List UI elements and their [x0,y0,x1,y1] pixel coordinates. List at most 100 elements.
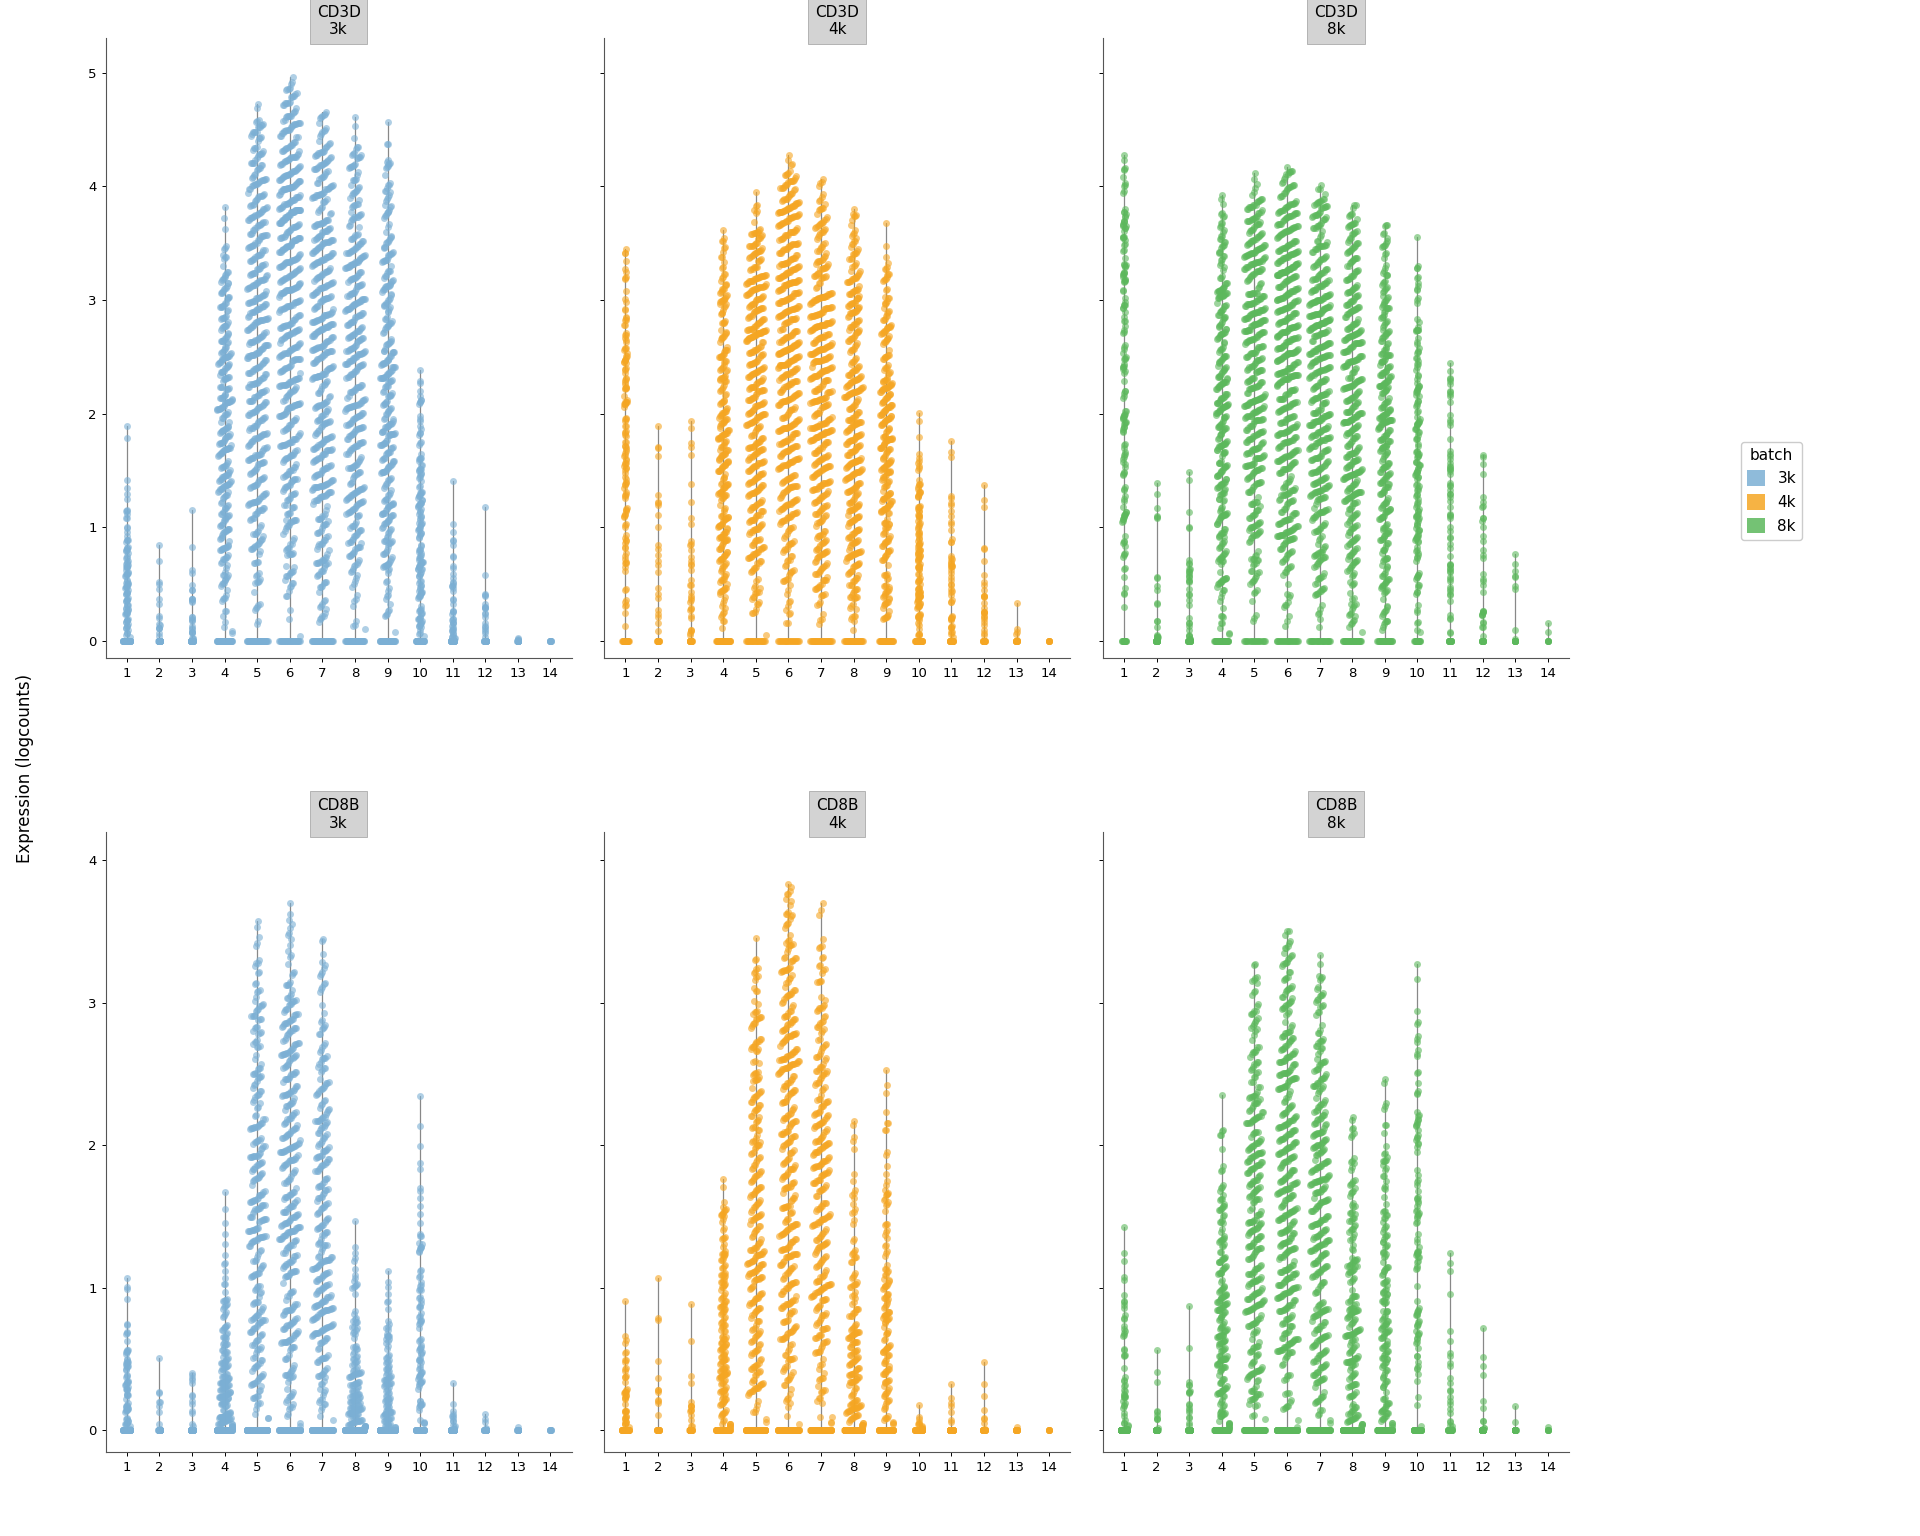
Point [1334,1296,1365,1321]
Point [1338,1266,1369,1290]
Point [1327,1418,1357,1442]
Point [804,1167,835,1192]
Point [1242,1359,1273,1384]
Point [870,1256,900,1281]
Point [762,1418,793,1442]
Point [774,143,804,167]
Point [611,290,641,315]
Point [968,536,998,561]
Point [144,628,175,653]
Point [812,1418,843,1442]
Point [1281,326,1311,350]
Point [271,1041,301,1066]
Point [841,424,872,449]
Point [872,1390,902,1415]
Point [298,628,328,653]
Point [1404,1418,1434,1442]
Point [1229,393,1260,418]
Point [1332,240,1363,264]
Point [305,1174,336,1198]
Point [234,221,265,246]
Point [1267,209,1298,233]
Point [1273,519,1304,544]
Point [346,1418,376,1442]
Point [1236,375,1267,399]
Point [278,1418,309,1442]
Point [1344,413,1375,438]
Point [1308,261,1338,286]
Point [1294,1418,1325,1442]
Point [342,1418,372,1442]
Point [835,1418,866,1442]
Point [342,1418,372,1442]
Point [1277,378,1308,402]
Point [311,1418,342,1442]
Point [710,1418,741,1442]
Point [234,1418,265,1442]
Point [242,1197,273,1221]
Point [1238,522,1269,547]
Point [710,628,741,653]
Point [211,1393,242,1418]
Point [280,1003,311,1028]
Point [1306,1244,1336,1269]
Point [866,1418,897,1442]
Point [1279,362,1309,387]
Point [1281,1418,1311,1442]
Point [346,430,376,455]
Point [284,1418,315,1442]
Point [1434,473,1465,498]
Point [1334,1315,1365,1339]
Point [280,198,311,223]
Point [1206,444,1236,468]
Point [904,602,935,627]
Point [714,1418,745,1442]
Point [273,190,303,215]
Point [906,1418,937,1442]
Point [1338,1407,1369,1432]
Point [209,393,240,418]
Point [209,381,240,406]
Point [1298,1252,1329,1276]
Point [282,289,313,313]
Point [839,1330,870,1355]
Point [438,1418,468,1442]
Point [935,1418,966,1442]
Point [211,628,242,653]
Point [346,1418,376,1442]
Point [872,286,902,310]
Point [1271,319,1302,344]
Point [774,249,804,273]
Point [611,306,641,330]
Point [843,1418,874,1442]
Point [403,554,434,579]
Point [1313,473,1344,498]
Point [743,1037,774,1061]
Point [248,350,278,375]
Point [1402,1080,1432,1104]
Point [843,307,874,332]
Point [1313,1164,1344,1189]
Point [405,628,436,653]
Point [298,184,328,209]
Point [708,1401,739,1425]
Point [332,1418,363,1442]
Point [248,167,278,192]
Point [1265,361,1296,386]
Point [839,1418,870,1442]
Point [611,1379,641,1404]
Point [1267,221,1298,246]
Point [215,1418,246,1442]
Point [778,382,808,407]
Point [843,1418,874,1442]
Point [1298,1213,1329,1238]
Point [1298,267,1329,292]
Point [705,344,735,369]
Point [1140,628,1171,653]
Point [269,568,300,593]
Point [1273,628,1304,653]
Point [265,1140,296,1164]
Point [407,1339,438,1364]
Point [1265,275,1296,300]
Point [248,1364,278,1389]
